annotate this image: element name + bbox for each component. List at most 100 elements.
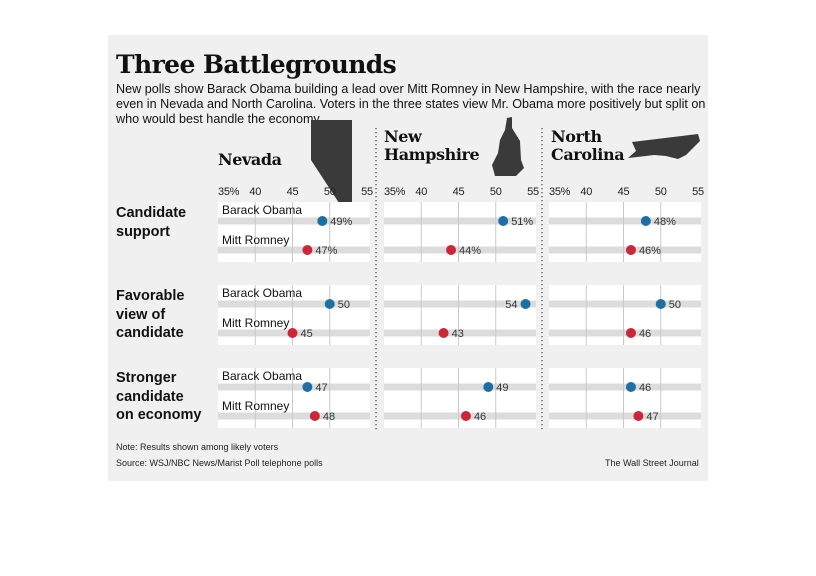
- row-bar: [549, 217, 701, 225]
- row-band: [384, 368, 536, 398]
- obama-dot: [317, 216, 328, 226]
- axis-tick-label: 55: [527, 186, 539, 198]
- romney-dot: [438, 328, 449, 338]
- state-title-new-hampshire: New Hampshire: [384, 127, 480, 164]
- romney-value-label: 47%: [315, 245, 337, 257]
- row-bar: [384, 246, 536, 254]
- row-bar: [384, 300, 536, 308]
- obama-dot: [483, 382, 494, 392]
- romney-dot: [302, 245, 313, 255]
- axis-tick-label: 45: [453, 186, 465, 198]
- romney-value-label: 46: [474, 411, 486, 423]
- state-title-nevada-text: Nevada: [218, 150, 282, 169]
- row-bar: [384, 412, 536, 420]
- state-title-line: Carolina: [551, 145, 625, 164]
- obama-dot: [655, 299, 666, 309]
- row-band: [384, 285, 536, 315]
- axis-tick-label: 45: [618, 186, 630, 198]
- credit: The Wall Street Journal: [605, 458, 699, 468]
- romney-value-label: 44%: [459, 245, 481, 257]
- row-band: [549, 368, 701, 398]
- row-band: [218, 285, 370, 315]
- romney-dot: [446, 245, 457, 255]
- row-label-line: Candidate: [116, 205, 187, 221]
- obama-value-label: 50: [669, 299, 681, 311]
- data-marks: 49% 47% 50 45 47 48 51% 44% 54 43 49 46 48% 46% 50 46 46…: [287, 216, 681, 423]
- state-title-line: Hampshire: [384, 145, 480, 164]
- romney-value-label: 43: [452, 328, 464, 340]
- obama-value-label: 46: [639, 382, 651, 394]
- row-bar: [549, 383, 701, 391]
- source: Source: WSJ/NBC News/Marist Poll telepho…: [116, 458, 323, 468]
- romney-value-label: 46%: [639, 245, 661, 257]
- state-title-line: New: [384, 127, 422, 146]
- north-carolina-map-icon: [628, 134, 700, 159]
- obama-dot: [302, 382, 313, 392]
- row-bar: [384, 329, 536, 337]
- row-label-favorable-view: Favorable view of candidate: [116, 287, 185, 343]
- row-band: [549, 202, 701, 232]
- obama-value-label: 54: [505, 299, 517, 311]
- obama-value-label: 51%: [511, 216, 533, 228]
- row-label-line: on economy: [116, 407, 202, 423]
- chart-title: Three Battlegrounds: [116, 50, 397, 79]
- axis-tick-label: 35%: [384, 186, 406, 198]
- obama-value-label: 47: [315, 382, 327, 394]
- row-bar: [384, 217, 536, 225]
- axis-tick-label: 40: [249, 186, 261, 198]
- row-label-line: candidate: [116, 325, 184, 341]
- candidate-label-obama: Barack Obama: [222, 369, 302, 383]
- row-band: [549, 285, 701, 315]
- row-band: [218, 368, 370, 398]
- obama-value-label: 50: [338, 299, 350, 311]
- romney-value-label: 48: [323, 411, 335, 423]
- candidate-label-obama: Barack Obama: [222, 286, 302, 300]
- axis-tick-label: 45: [287, 186, 299, 198]
- axis-tick-label: 35%: [549, 186, 571, 198]
- row-bar: [384, 383, 536, 391]
- axis-tick-label: 40: [415, 186, 427, 198]
- axis-tick-label: 40: [580, 186, 592, 198]
- obama-dot: [498, 216, 509, 226]
- row-band: [218, 202, 370, 232]
- chart-subtitle: New polls show Barack Obama building a l…: [116, 82, 706, 126]
- row-label-line: support: [116, 223, 170, 240]
- romney-dot: [460, 411, 471, 421]
- row-label-line: view of: [116, 306, 166, 323]
- row-bars: [218, 202, 701, 428]
- candidate-label-romney: Mitt Romney: [222, 316, 289, 330]
- row-band: [384, 202, 536, 232]
- row-label-candidate-support: Candidate support: [116, 204, 186, 241]
- obama-value-label: 48%: [654, 216, 676, 228]
- row-bar: [218, 246, 370, 254]
- note: Note: Results shown among likely voters: [116, 442, 279, 452]
- axis-tick-label: 50: [324, 186, 336, 198]
- obama-dot: [625, 382, 636, 392]
- state-dividers: [375, 128, 543, 432]
- romney-value-label: 45: [301, 328, 313, 340]
- romney-dot: [625, 328, 636, 338]
- romney-value-label: 47: [646, 411, 658, 423]
- axis-tick-label: 55: [361, 186, 373, 198]
- row-bar: [549, 412, 701, 420]
- candidate-labels: Barack Obama Mitt Romney Barack Obama Mitt …: [222, 203, 302, 413]
- row-bar: [549, 300, 701, 308]
- nevada-map-icon: [311, 120, 352, 210]
- state-title-line: North: [551, 127, 602, 146]
- new-hampshire-map-icon: [492, 117, 524, 176]
- axis-tick-label: 35%: [218, 186, 240, 198]
- row-bar: [549, 246, 701, 254]
- axis-tick-label: 50: [490, 186, 502, 198]
- romney-dot: [625, 245, 636, 255]
- row-bar: [549, 329, 701, 337]
- state-title-nevada: Nevada: [218, 151, 282, 169]
- row-bar: [218, 412, 370, 420]
- obama-dot: [324, 299, 335, 309]
- obama-dot: [640, 216, 651, 226]
- candidate-label-romney: Mitt Romney: [222, 233, 289, 247]
- row-bar: [218, 300, 370, 308]
- row-bar: [218, 217, 370, 225]
- axes: 35% 40 45 50 55 35% 40 45 50 55 35% 40 45 50 55: [218, 186, 704, 198]
- row-label-line: Stronger: [116, 370, 177, 386]
